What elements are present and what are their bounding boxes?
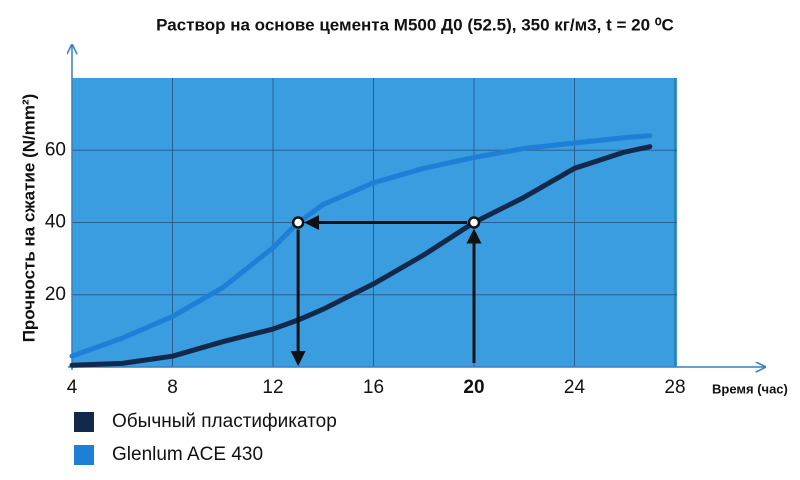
y-tick-label: 20 — [45, 284, 66, 305]
x-tick-label: 28 — [664, 377, 685, 398]
legend-swatch — [74, 445, 94, 465]
series-line — [69, 144, 653, 368]
x-axis-label: Время (час) — [712, 381, 788, 396]
y-tick-label: 60 — [45, 139, 66, 160]
x-tick-label: 8 — [167, 377, 178, 398]
annotation-point — [291, 216, 305, 229]
x-tick-label: 16 — [363, 377, 384, 398]
y-axis-label: Прочность на сжатие (N/mm²) — [19, 94, 38, 343]
annotation-point — [467, 216, 481, 229]
legend-label: Glenlum ACE 430 — [112, 444, 263, 465]
x-tick-label: 24 — [564, 377, 586, 398]
y-tick-label: 40 — [45, 212, 66, 233]
series-line — [69, 133, 653, 359]
legend-swatch — [74, 412, 94, 432]
x-tick-label: 4 — [67, 377, 78, 398]
x-tick-label: 12 — [262, 377, 283, 398]
x-tick-label: 20 — [463, 377, 484, 398]
legend-label: Обычный пластификатор — [112, 411, 337, 432]
chart-title: Раствор на основе цемента М500 Д0 (52.5)… — [156, 15, 674, 34]
